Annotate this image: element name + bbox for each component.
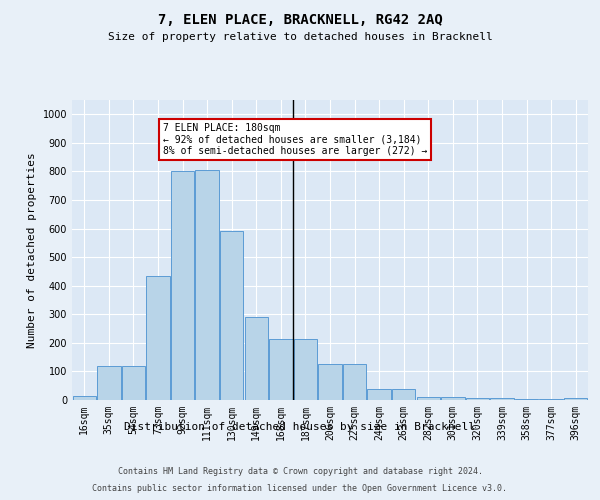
Bar (122, 366, 145, 400)
Bar (97, 366, 121, 400)
Bar (515, 398, 538, 400)
Bar (539, 398, 563, 400)
Bar (245, 316, 268, 400)
Bar (490, 398, 514, 400)
Bar (392, 388, 415, 400)
Text: Distribution of detached houses by size in Bracknell: Distribution of detached houses by size … (125, 422, 476, 432)
Text: Size of property relative to detached houses in Bracknell: Size of property relative to detached ho… (107, 32, 493, 42)
Bar (146, 276, 170, 400)
Bar (73, 396, 96, 400)
Bar (343, 364, 366, 400)
Bar (466, 398, 489, 400)
Bar (441, 396, 464, 400)
Bar (294, 340, 317, 400)
Bar (367, 388, 391, 400)
Bar (171, 172, 194, 400)
Bar (269, 340, 293, 400)
Text: 7 ELEN PLACE: 180sqm
← 92% of detached houses are smaller (3,184)
8% of semi-det: 7 ELEN PLACE: 180sqm ← 92% of detached h… (163, 123, 427, 156)
Bar (319, 364, 341, 400)
Bar (416, 396, 440, 400)
Bar (220, 232, 244, 400)
Text: Contains public sector information licensed under the Open Government Licence v3: Contains public sector information licen… (92, 484, 508, 493)
Y-axis label: Number of detached properties: Number of detached properties (27, 152, 37, 348)
Text: Contains HM Land Registry data © Crown copyright and database right 2024.: Contains HM Land Registry data © Crown c… (118, 468, 482, 476)
Bar (196, 170, 219, 400)
Bar (564, 398, 587, 400)
Text: 7, ELEN PLACE, BRACKNELL, RG42 2AQ: 7, ELEN PLACE, BRACKNELL, RG42 2AQ (158, 12, 442, 26)
